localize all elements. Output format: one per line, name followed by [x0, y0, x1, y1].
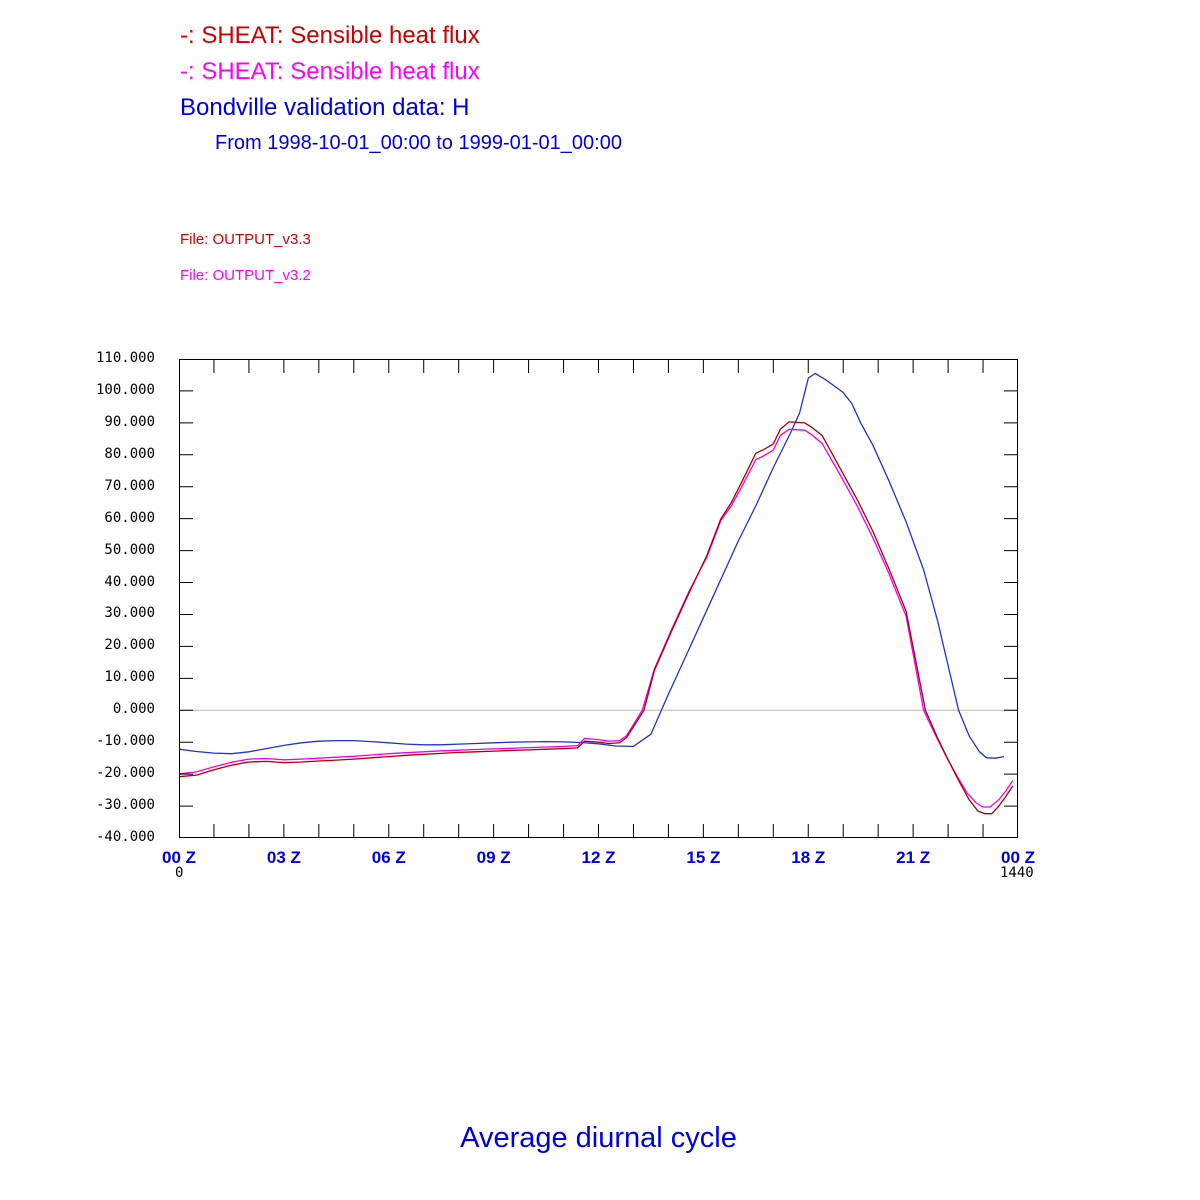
- x-axis-tick-label: 00 Z: [161, 848, 197, 867]
- date-range-subtitle: From 1998-10-01_00:00 to 1999-01-01_00:0…: [215, 132, 622, 154]
- y-axis-tick-label: 10.000: [104, 669, 155, 686]
- legend-series-magenta-label: -: SHEAT: Sensible heat flux: [180, 58, 480, 85]
- y-axis-tick-label: 40.000: [104, 573, 155, 590]
- x-axis-end-minutes-label: 1440: [1000, 865, 1034, 881]
- x-axis-tick-label: 21 Z: [896, 848, 931, 867]
- x-axis-tick-label: 00 Z: [1000, 848, 1036, 867]
- x-axis-tick-label: 12 Z: [581, 848, 616, 867]
- y-axis-tick-label: -30.000: [95, 797, 155, 814]
- y-axis-tick-label: -10.000: [95, 733, 155, 750]
- file-label-v33: File: OUTPUT_v3.3: [180, 231, 311, 248]
- series-line-blue: [178, 372, 1005, 759]
- y-axis-tick-label: 100.000: [95, 381, 155, 398]
- x-axis-tick-label: 03 Z: [266, 848, 301, 867]
- legend-series-blue-label: Bondville validation data: H: [180, 94, 470, 121]
- chart-plot-area: [178, 359, 1018, 838]
- x-axis-start-minutes-label: 0: [175, 865, 184, 881]
- axis-ticks: [179, 359, 1018, 838]
- series-line-magenta: [178, 428, 1014, 808]
- series-line-red: [178, 421, 1014, 815]
- x-axis-tick-label: 06 Z: [371, 848, 406, 867]
- x-axis-tick-label: 18 Z: [791, 848, 826, 867]
- y-axis-tick-label: 70.000: [104, 477, 155, 494]
- y-axis-tick-label: -20.000: [95, 765, 155, 782]
- y-axis-tick-label: 0.000: [112, 701, 155, 718]
- y-axis-tick-label: 60.000: [104, 509, 155, 526]
- y-axis-tick-label: 90.000: [104, 413, 155, 430]
- file-label-v32: File: OUTPUT_v3.2: [180, 267, 311, 284]
- y-axis-tick-label: -40.000: [95, 829, 155, 845]
- plot-frame: [179, 359, 1018, 838]
- x-axis-tick-label: 09 Z: [476, 848, 511, 867]
- x-axis-tick-label: 15 Z: [686, 848, 721, 867]
- y-axis-tick-label: 110.000: [95, 350, 155, 366]
- y-axis-tick-label: 50.000: [104, 541, 155, 558]
- y-axis-tick-label: 20.000: [104, 637, 155, 654]
- y-axis-tick-label: 80.000: [104, 445, 155, 462]
- legend-series-red-label: -: SHEAT: Sensible heat flux: [180, 22, 480, 49]
- y-axis-tick-label: 30.000: [104, 605, 155, 622]
- chart-main-title: Average diurnal cycle: [460, 1122, 737, 1154]
- chart-svg: [178, 359, 1018, 838]
